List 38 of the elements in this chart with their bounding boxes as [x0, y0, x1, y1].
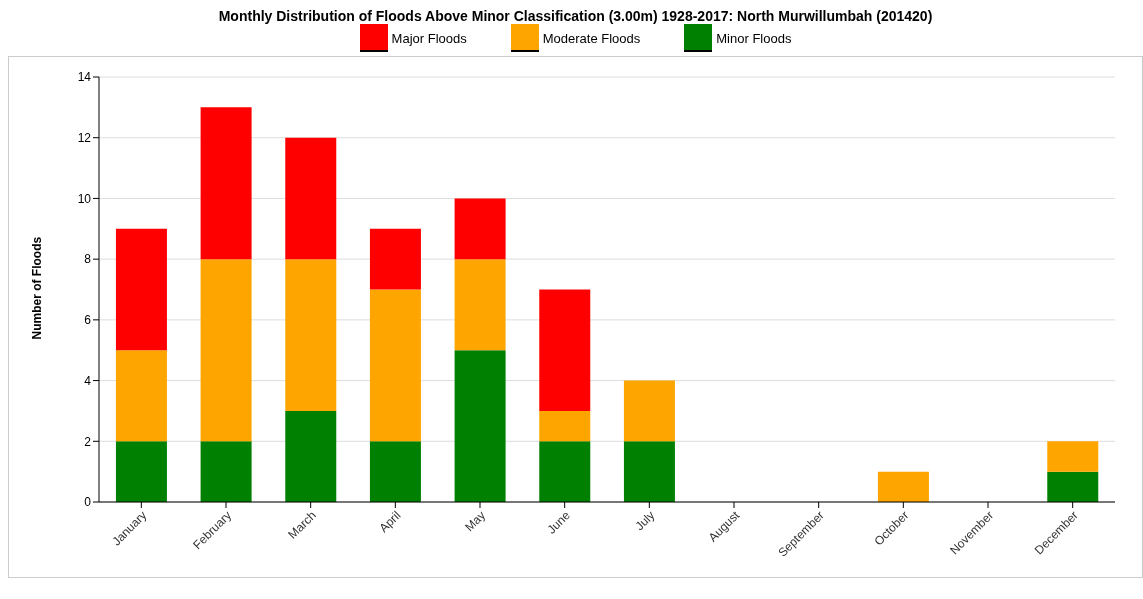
bar: [1047, 471, 1099, 502]
bar: [369, 441, 421, 502]
bar: [539, 410, 591, 442]
y-tick-label: 0: [84, 495, 92, 510]
bar: [623, 441, 675, 502]
bar: [877, 471, 929, 502]
bar: [115, 350, 167, 442]
x-tick-label: May: [462, 508, 489, 535]
bar: [285, 137, 337, 260]
y-tick-label: 10: [77, 191, 92, 206]
bar: [200, 107, 252, 260]
bar: [285, 259, 337, 411]
y-tick-label: 6: [84, 313, 92, 328]
bar: [369, 228, 421, 290]
bar: [1047, 441, 1099, 472]
legend-label: Major Floods: [391, 30, 467, 46]
bar: [539, 441, 591, 502]
bar: [454, 198, 506, 260]
bar: [115, 228, 167, 351]
bar: [623, 380, 675, 442]
y-tick-label: 8: [84, 252, 92, 267]
bar: [115, 441, 167, 502]
x-tick-label: July: [632, 508, 658, 534]
legend-label: Minor Floods: [716, 30, 792, 46]
bar: [369, 289, 421, 442]
bar: [454, 350, 506, 502]
y-tick-label: 14: [77, 70, 92, 85]
bar: [539, 289, 591, 411]
y-axis-title: Number of Floods: [30, 236, 45, 340]
y-tick-label: 12: [77, 130, 92, 145]
bar: [454, 259, 506, 351]
y-tick-label: 2: [84, 434, 92, 449]
legend-label: Moderate Floods: [542, 30, 641, 46]
bar: [200, 259, 252, 442]
bar: [285, 410, 337, 502]
y-tick-label: 4: [84, 373, 92, 388]
chart-title: Monthly Distribution of Floods Above Minor Classification (3.00m) 1928-2017: North Murwillumbah (201420): [217, 8, 934, 24]
bar: [200, 441, 252, 502]
